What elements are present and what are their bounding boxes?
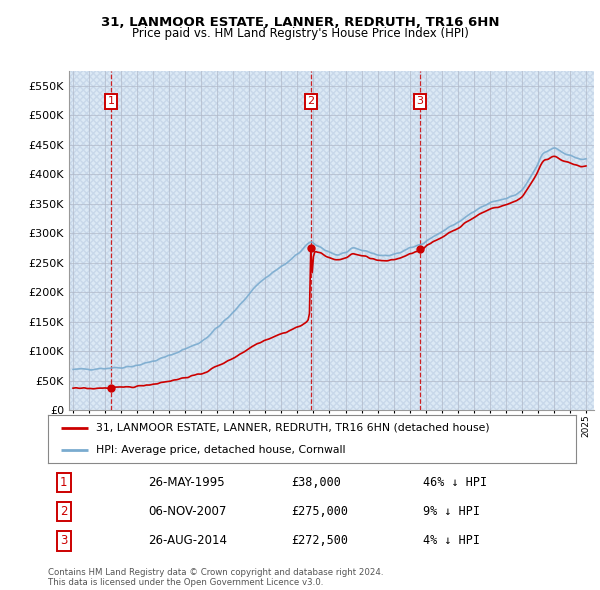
Text: 26-MAY-1995: 26-MAY-1995 [148, 476, 225, 489]
Text: 31, LANMOOR ESTATE, LANNER, REDRUTH, TR16 6HN (detached house): 31, LANMOOR ESTATE, LANNER, REDRUTH, TR1… [95, 423, 489, 433]
Text: 9% ↓ HPI: 9% ↓ HPI [423, 505, 480, 518]
Text: 31, LANMOOR ESTATE, LANNER, REDRUTH, TR16 6HN: 31, LANMOOR ESTATE, LANNER, REDRUTH, TR1… [101, 16, 499, 29]
Text: £38,000: £38,000 [291, 476, 341, 489]
Text: 3: 3 [416, 96, 424, 106]
Text: 1: 1 [60, 476, 68, 489]
Text: Price paid vs. HM Land Registry's House Price Index (HPI): Price paid vs. HM Land Registry's House … [131, 27, 469, 40]
Text: £275,000: £275,000 [291, 505, 348, 518]
Text: 2: 2 [60, 505, 68, 518]
Text: 2: 2 [307, 96, 314, 106]
Text: 06-NOV-2007: 06-NOV-2007 [148, 505, 227, 518]
Text: 46% ↓ HPI: 46% ↓ HPI [423, 476, 487, 489]
Text: Contains HM Land Registry data © Crown copyright and database right 2024.
This d: Contains HM Land Registry data © Crown c… [48, 568, 383, 587]
Text: £272,500: £272,500 [291, 534, 348, 548]
Text: HPI: Average price, detached house, Cornwall: HPI: Average price, detached house, Corn… [95, 445, 345, 455]
Text: 3: 3 [60, 534, 68, 548]
Text: 26-AUG-2014: 26-AUG-2014 [148, 534, 227, 548]
Text: 4% ↓ HPI: 4% ↓ HPI [423, 534, 480, 548]
Text: 1: 1 [107, 96, 115, 106]
